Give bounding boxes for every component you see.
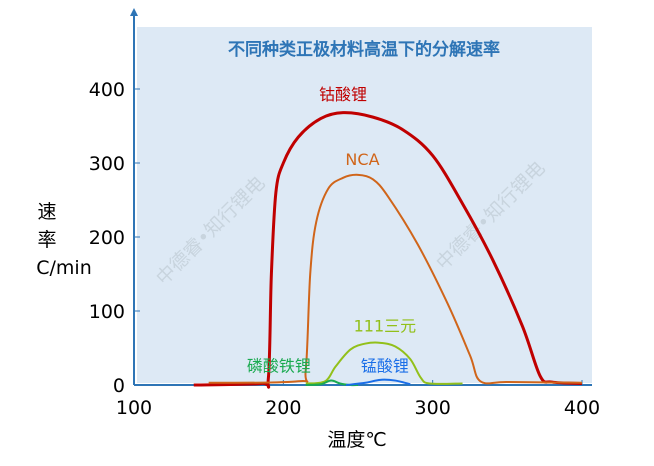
series-label: 钴酸锂 [319, 85, 367, 104]
series-line-钴酸锂 [193, 111, 583, 389]
x-tick-label: 400 [564, 397, 600, 419]
y-tick-label: 100 [89, 301, 125, 323]
series-label: 111三元 [354, 317, 417, 336]
y-tick-label: 200 [89, 227, 125, 249]
x-tick-label: 100 [116, 397, 152, 419]
x-axis-label: 温度℃ [327, 429, 386, 451]
y-axis-label-2: 率 [37, 229, 56, 251]
plot-background [137, 27, 592, 383]
y-axis-arrow [130, 8, 138, 16]
series-line-111三元 [305, 341, 463, 385]
series-label: 磷酸铁锂 [247, 357, 311, 376]
y-tick-label: 300 [89, 153, 125, 175]
series-line-锰酸锂 [345, 378, 411, 386]
y-axis-label-1: 速 [37, 201, 56, 223]
series-label: 锰酸锂 [361, 357, 409, 376]
chart-title: 不同种类正极材料高温下的分解速率 [228, 39, 500, 60]
x-tick-label: 200 [265, 397, 301, 419]
series-line-NCA [208, 173, 583, 385]
y-tick-label: 0 [113, 375, 125, 397]
y-axis-label-3: C/min [36, 257, 92, 279]
y-tick-label: 400 [89, 79, 125, 101]
x-tick-label: 300 [415, 397, 451, 419]
series-label: NCA [345, 150, 379, 169]
